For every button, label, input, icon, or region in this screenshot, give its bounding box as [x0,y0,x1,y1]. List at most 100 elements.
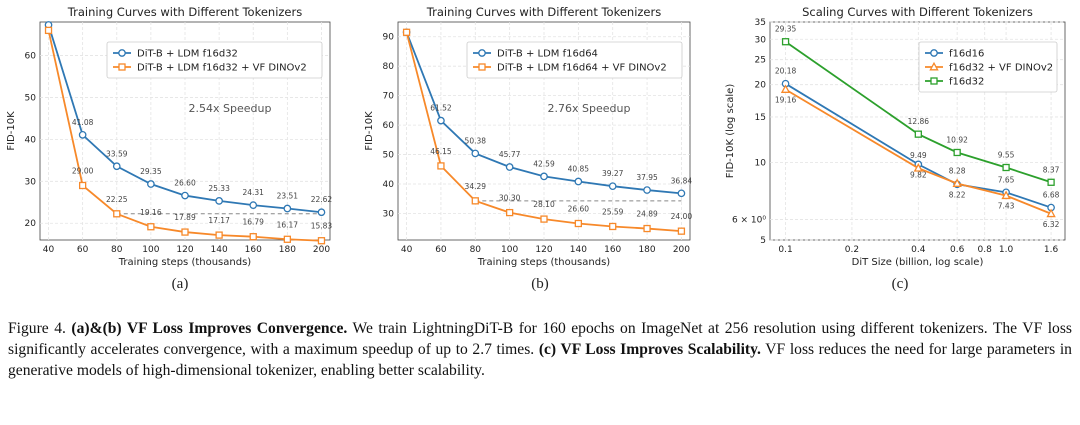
data-point [540,215,548,223]
x-tick-label: 200 [313,245,330,255]
data-point [677,189,686,198]
x-tick-label: 1.6 [1044,245,1059,255]
data-label: 17.17 [208,216,230,225]
data-label: 22.62 [311,195,333,204]
data-point [283,235,292,243]
data-label: 46.15 [430,147,452,156]
series-group: 41.08 33.59 29.35 26.60 25.33 24.31 23.51 22.62 [44,21,333,217]
data-point [249,233,257,241]
data-point [1047,178,1055,186]
data-label: 19.16 [775,96,797,105]
y-tick-label: 10 [755,158,767,168]
data-point [780,84,791,93]
data-label: 9.55 [998,151,1015,160]
data-label: 28.10 [533,200,555,209]
y-axis-label: FID-10K [364,111,375,151]
data-label: 23.51 [277,192,299,201]
data-point [147,180,155,188]
data-point [609,222,617,231]
data-point [574,219,583,228]
data-label: 9.82 [910,170,927,179]
data-label: 45.77 [499,150,521,159]
caption-figure-label: Figure 4. [8,320,66,337]
chart-title: Training Curves with Different Tokenizer… [426,5,661,19]
y-tick-label: 50 [25,93,37,103]
y-tick-label: 25 [755,56,766,66]
x-tick-label: 120 [176,245,193,255]
caption-text-2: VF loss reduces the need for large param… [8,341,1072,379]
data-label: 24.89 [636,210,658,219]
legend-marker [930,49,938,57]
data-point [953,148,961,157]
x-axis-label: Training steps (thousands) [477,257,611,268]
y-tick-label: 80 [383,62,395,72]
data-point [181,191,189,200]
subfigure-label-a: (a) [171,276,189,292]
data-label: 29.35 [140,167,162,176]
y-tick-label: 60 [25,52,37,62]
data-label: 50.38 [465,136,487,145]
data-label: 22.25 [106,195,128,204]
x-tick-label: 0.2 [845,245,859,255]
data-label: 37.95 [636,173,658,182]
y-tick-label: 30 [25,177,37,187]
data-point [181,228,189,236]
data-point [402,28,411,36]
x-tick-label: 100 [501,245,518,255]
legend-marker [478,49,486,57]
data-label: 26.60 [174,179,196,188]
x-tick-label: 160 [604,245,621,255]
y-tick-label: 6 × 10⁰ [732,216,766,226]
legend: DiT-B + LDM f16d64 DiT-B + LDM f16d64 + V… [466,41,683,79]
data-label: 25.59 [602,207,624,216]
legend: f16d16 f16d32 + VF DINOv2 f16d32 [918,41,1058,93]
data-point [677,227,686,235]
data-point [505,208,514,217]
x-tick-label: 140 [211,245,228,255]
y-axis-label: FID-10K [6,111,17,151]
data-label: 24.00 [671,212,693,221]
y-tick-label: 20 [25,219,37,229]
data-label: 7.43 [998,202,1015,211]
data-label: 26.60 [568,205,590,214]
data-label: 25.33 [208,184,230,193]
data-point [283,204,292,213]
x-tick-label: 0.6 [950,245,965,255]
legend-box [106,41,323,79]
data-label: 20.18 [775,67,797,76]
chart-panel-a: 40 60 80 100 120 140 160 180 200 20 30 40 50 60 Traini… [0,0,360,300]
x-tick-label: 60 [77,245,89,255]
x-tick-label: 60 [435,245,447,255]
chart-panel-c: 0.1 0.2 0.4 0.6 0.8 1.0 1.6 5 6 × 10⁰ 10 15 20 25 30 3… [720,0,1080,300]
data-label: 34.29 [465,182,487,191]
legend: DiT-B + LDM f16d32 DiT-B + LDM f16d32 + V… [106,41,323,79]
data-label: 8.37 [1043,165,1060,174]
series-group: 29.00 22.25 19.16 17.89 17.17 16.79 16.17 15.83 [44,26,332,245]
data-point [471,197,479,205]
legend-marker [930,77,938,85]
x-axis-label: DiT Size (billion, log scale) [852,257,984,268]
data-label: 39.27 [602,169,624,178]
data-point [913,163,924,172]
legend-entry: DiT-B + LDM f16d32 [137,49,238,60]
data-point [781,38,790,46]
speedup-annotation: 2.76x Speedup [548,102,631,115]
legend-box [466,41,683,79]
y-tick-label: 5 [760,236,766,246]
x-tick-label: 140 [570,245,587,255]
data-point [1046,208,1056,218]
data-point [914,130,922,138]
data-point [78,181,87,190]
data-point [952,178,962,187]
data-label: 8.28 [949,166,966,175]
data-point [1001,190,1011,200]
y-tick-label: 15 [755,113,766,123]
data-label: 19.16 [140,208,162,217]
legend-marker [929,61,939,71]
data-label: 16.17 [277,220,299,229]
y-axis-label: FID-10K (log scale) [725,84,736,179]
x-tick-label: 200 [673,245,690,255]
y-tick-label: 40 [383,180,395,190]
data-label: 41.08 [72,118,94,127]
legend-marker [478,63,486,71]
